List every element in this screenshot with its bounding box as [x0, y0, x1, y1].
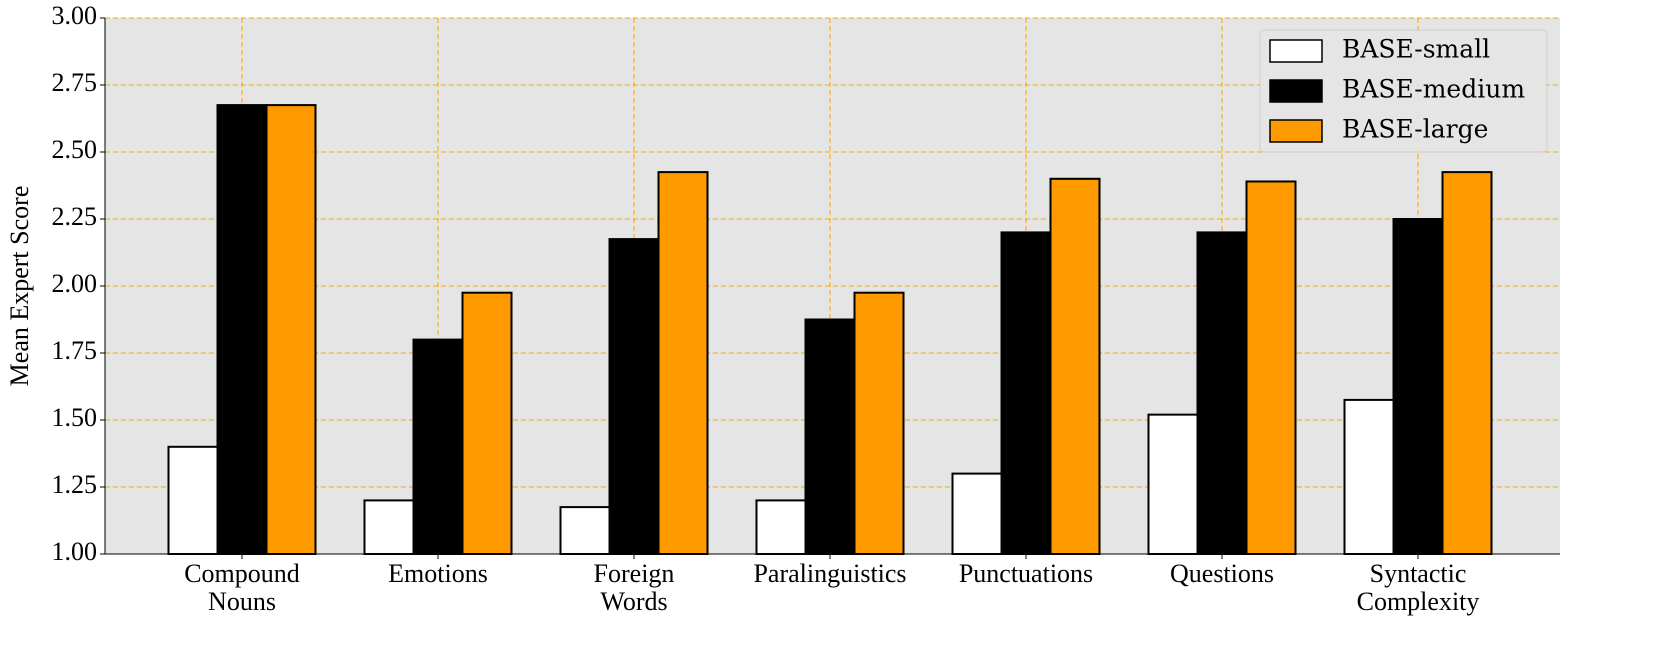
- x-tick-label: Compound Nouns: [184, 559, 300, 616]
- x-tick-label: Syntactic Complexity: [1356, 559, 1480, 616]
- bar: [167, 445, 219, 555]
- legend-swatch: [1269, 79, 1323, 103]
- bar: [1147, 413, 1199, 556]
- x-tick-label: Questions: [1170, 559, 1274, 588]
- bar: [1196, 231, 1248, 555]
- bar: [1343, 398, 1395, 555]
- bar: [412, 338, 464, 555]
- y-tick-label: 1.25: [52, 470, 98, 499]
- bar: [265, 104, 317, 555]
- bar: [657, 171, 709, 555]
- x-tick-label: Emotions: [388, 559, 488, 588]
- legend-box: [1259, 29, 1548, 153]
- y-tick-label: 2.25: [52, 202, 98, 231]
- bar: [755, 499, 807, 555]
- x-tick-label: Punctuations: [958, 559, 1094, 588]
- legend-swatch: [1269, 39, 1323, 63]
- bar: [1441, 171, 1493, 555]
- y-tick-label: 3.00: [52, 1, 98, 30]
- x-tick-label: Paralinguistics: [753, 559, 907, 588]
- legend-swatch: [1269, 119, 1323, 143]
- bar: [608, 238, 660, 555]
- bar: [853, 291, 905, 555]
- bar: [1049, 177, 1101, 556]
- bar: [216, 104, 268, 555]
- legend-label: BASE-medium: [1342, 75, 1525, 104]
- bar: [559, 506, 611, 556]
- bar: [951, 472, 1003, 556]
- bar: [804, 318, 856, 555]
- y-tick-label: 2.75: [52, 68, 98, 97]
- y-axis-label: Mean Expert Score: [5, 186, 34, 387]
- bar: [461, 291, 513, 555]
- legend-label: BASE-small: [1342, 35, 1490, 64]
- x-tick-label: Foreign Words: [593, 559, 675, 616]
- bar: [1245, 180, 1297, 555]
- y-tick-label: 1.75: [52, 336, 98, 365]
- bar: [1392, 218, 1444, 555]
- y-tick-label: 2.00: [52, 269, 98, 298]
- bar: [363, 499, 415, 555]
- y-tick-label: 1.50: [52, 403, 98, 432]
- bar: [1000, 231, 1052, 555]
- y-tick-label: 2.50: [52, 135, 98, 164]
- y-tick-label: 1.00: [52, 537, 98, 566]
- legend-label: BASE-large: [1342, 115, 1488, 144]
